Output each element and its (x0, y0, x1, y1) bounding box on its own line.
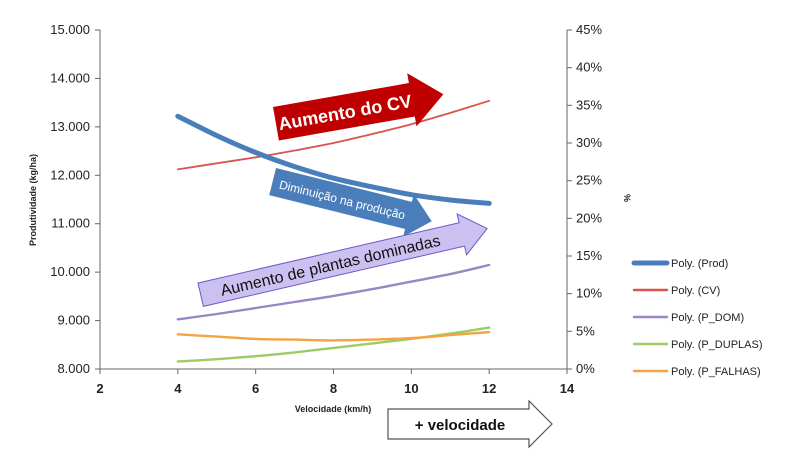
y2-tick-label: 10% (576, 286, 602, 301)
x-tick-label: 2 (96, 381, 103, 396)
legend: Poly. (Prod) Poly. (CV) Poly. (P_DOM) Poly.… (631, 258, 763, 378)
axes-layer: 8.000 9.000 10.000 11.000 12.000 13.000 14.000… (28, 22, 632, 414)
arrow-mais-velocidade: + velocidade (387, 399, 553, 449)
y-axis-title: Produtividade (kg/ha) (28, 154, 38, 246)
legend-label: Poly. (P_DUPLAS) (671, 339, 763, 351)
arrow-shape (197, 213, 488, 307)
x-axis-title: Velocidade (km/h) (295, 404, 372, 414)
y-tick-label: 14.000 (50, 70, 90, 85)
arrow-shape (269, 168, 432, 237)
y-tick-label: 11.000 (51, 216, 90, 231)
y2-tick-label: 20% (576, 210, 602, 225)
y2-tick-label: 5% (576, 323, 595, 338)
series-line-polycv (176, 99, 491, 171)
x-tick-label: 8 (330, 381, 337, 396)
arrow-aumento-plantas-dominadas: Aumento de plantas dominadas (197, 213, 488, 307)
x-tick-label: 6 (252, 381, 259, 396)
y-tick-label: 12.000 (50, 167, 90, 182)
y2-tick-label: 35% (576, 97, 602, 112)
legend-label: Poly. (P_FALHAS) (671, 366, 761, 378)
y2-tick-label: 25% (576, 173, 602, 188)
arrow-shape (273, 73, 444, 141)
x-tick-label: 4 (174, 381, 182, 396)
y2-tick-label: 0% (576, 361, 595, 376)
series-line-polyp_dom (176, 263, 491, 321)
y2-tick-label: 15% (576, 248, 602, 263)
y-tick-label: 10.000 (50, 264, 90, 279)
x-tick-label: 12 (482, 381, 496, 396)
arrow-diminuicao-producao: Diminuição na produção (269, 168, 432, 237)
arrow-label: Aumento de plantas dominadas (219, 233, 442, 300)
y2-tick-label: 30% (576, 135, 602, 150)
arrow-shape (387, 399, 553, 449)
legend-label: Poly. (CV) (671, 285, 720, 297)
y2-tick-label: 40% (576, 60, 602, 75)
legend-label: Poly. (Prod) (671, 258, 728, 270)
y-tick-label: 13.000 (50, 119, 90, 134)
y-tick-label: 8.000 (57, 361, 90, 376)
series-line-polyprod (175, 113, 492, 206)
x-tick-label: 10 (404, 381, 418, 396)
series-line-polyp_duplas (176, 326, 491, 363)
x-tick-label: 14 (560, 381, 575, 396)
y-tick-label: 9.000 (57, 313, 90, 328)
y-tick-label: 15.000 (50, 22, 90, 37)
arrow-label: + velocidade (415, 417, 505, 434)
series-line-polyp_falhas (176, 330, 491, 342)
y2-tick-label: 45% (576, 22, 602, 37)
legend-label: Poly. (P_DOM) (671, 312, 744, 324)
y2-axis-title: % (622, 194, 632, 202)
series-layer (175, 99, 492, 363)
